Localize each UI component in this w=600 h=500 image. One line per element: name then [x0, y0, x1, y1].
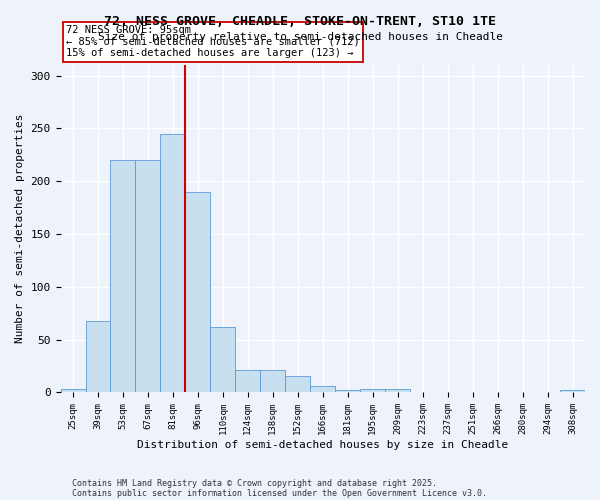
Bar — [61, 390, 86, 392]
Bar — [160, 134, 185, 392]
Bar — [286, 376, 310, 392]
Bar — [211, 327, 235, 392]
Bar — [110, 160, 136, 392]
Text: Size of property relative to semi-detached houses in Cheadle: Size of property relative to semi-detach… — [97, 32, 503, 42]
Bar — [136, 160, 160, 392]
Bar — [360, 390, 385, 392]
Text: Contains HM Land Registry data © Crown copyright and database right 2025.: Contains HM Land Registry data © Crown c… — [72, 478, 437, 488]
Bar — [260, 370, 286, 392]
Text: 72, NESS GROVE, CHEADLE, STOKE-ON-TRENT, ST10 1TE: 72, NESS GROVE, CHEADLE, STOKE-ON-TRENT,… — [104, 15, 496, 28]
Bar — [86, 320, 110, 392]
Bar — [560, 390, 585, 392]
Bar — [235, 370, 260, 392]
Bar — [335, 390, 360, 392]
Bar — [385, 390, 410, 392]
X-axis label: Distribution of semi-detached houses by size in Cheadle: Distribution of semi-detached houses by … — [137, 440, 508, 450]
Bar — [310, 386, 335, 392]
Text: Contains public sector information licensed under the Open Government Licence v3: Contains public sector information licen… — [72, 488, 487, 498]
Y-axis label: Number of semi-detached properties: Number of semi-detached properties — [15, 114, 25, 344]
Text: 72 NESS GROVE: 95sqm
← 85% of semi-detached houses are smaller (712)
15% of semi: 72 NESS GROVE: 95sqm ← 85% of semi-detac… — [66, 26, 359, 58]
Bar — [185, 192, 211, 392]
